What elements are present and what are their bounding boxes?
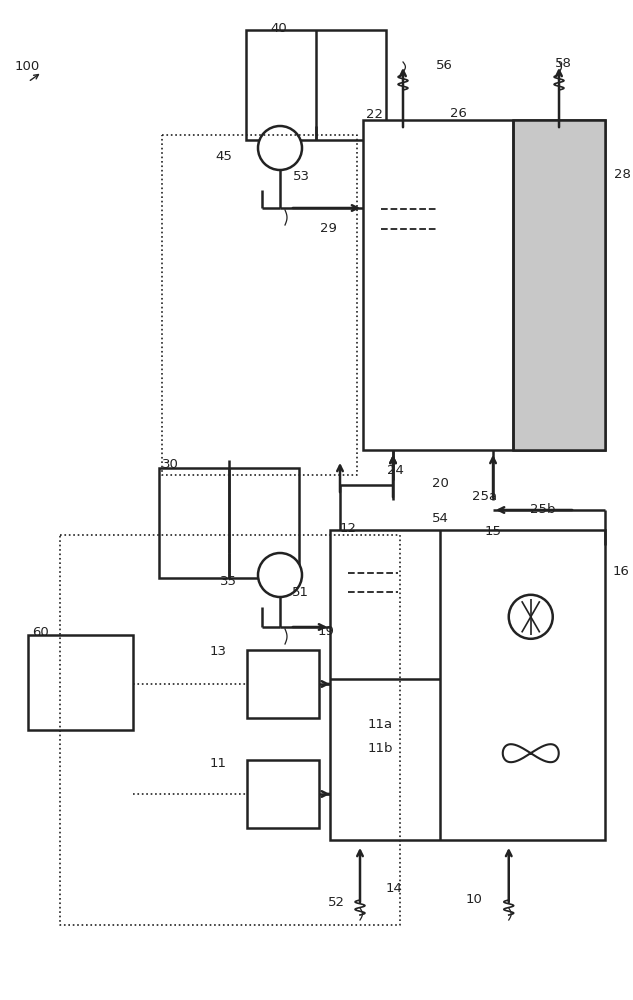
- Text: 11: 11: [210, 757, 227, 770]
- Text: 20: 20: [432, 477, 449, 490]
- Bar: [247, 760, 319, 828]
- Text: 11a: 11a: [368, 718, 393, 731]
- Text: 11b: 11b: [368, 742, 394, 755]
- Text: 29: 29: [320, 222, 337, 235]
- Text: 14: 14: [386, 882, 403, 895]
- Text: 100: 100: [15, 60, 41, 73]
- Text: 45: 45: [215, 150, 232, 163]
- Text: 60: 60: [32, 626, 49, 639]
- Text: 28: 28: [614, 168, 631, 181]
- Text: 13: 13: [210, 645, 227, 658]
- Text: 22: 22: [366, 108, 383, 121]
- Circle shape: [509, 595, 553, 639]
- Text: 40: 40: [270, 22, 287, 35]
- Bar: [513, 120, 605, 450]
- Bar: [28, 635, 133, 730]
- Text: 35: 35: [220, 575, 237, 588]
- Bar: [363, 120, 605, 450]
- Text: 10: 10: [466, 893, 483, 906]
- Text: 16: 16: [613, 565, 630, 578]
- Text: 58: 58: [555, 57, 572, 70]
- Bar: [330, 530, 605, 840]
- Text: 26: 26: [450, 107, 467, 120]
- Text: 30: 30: [162, 458, 179, 471]
- Text: 51: 51: [292, 586, 309, 599]
- Text: 15: 15: [485, 525, 502, 538]
- Text: 52: 52: [328, 896, 345, 909]
- Text: 25b: 25b: [530, 503, 556, 516]
- Bar: [159, 468, 299, 578]
- Text: 19: 19: [318, 625, 335, 638]
- Circle shape: [258, 553, 302, 597]
- Text: 54: 54: [432, 512, 449, 525]
- Text: 53: 53: [293, 170, 310, 183]
- Text: 25a: 25a: [472, 490, 497, 503]
- Bar: [246, 30, 386, 140]
- Circle shape: [258, 126, 302, 170]
- Text: 12: 12: [340, 522, 357, 535]
- Bar: [247, 650, 319, 718]
- Text: 24: 24: [387, 464, 404, 477]
- Text: 56: 56: [436, 59, 453, 72]
